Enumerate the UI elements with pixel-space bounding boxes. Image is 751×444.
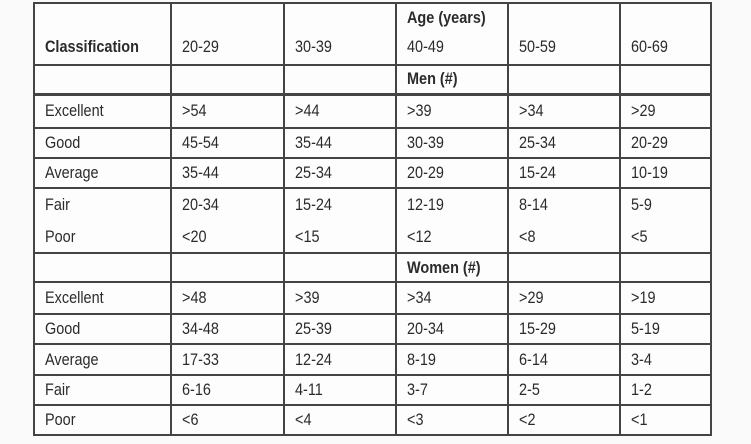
value-cell: 35-44: [283, 127, 397, 159]
value-cell: 30-39: [395, 127, 509, 159]
value-cell: <1: [619, 404, 712, 436]
value-cell: <5: [619, 221, 712, 254]
empty-cell: [283, 64, 397, 95]
value-cell: >29: [619, 92, 712, 129]
table-row-men-fair: Fair 20-34 15-24 12-19 8-14 5-9: [33, 187, 712, 221]
table-header-row: Classification 20-29 30-39 Age (years) 4…: [33, 2, 712, 66]
value-cell: <8: [507, 221, 621, 254]
classification-cell: Poor: [33, 404, 172, 436]
table-row-women-fair: Fair 6-16 4-11 3-7 2-5 1-2: [33, 374, 712, 406]
table-row-men-excellent: Excellent >54 >44 >39 >34 >29: [33, 92, 712, 129]
women-section-row: Women (#): [33, 252, 712, 283]
value-cell: 2-5: [507, 374, 621, 406]
value-cell: 45-54: [170, 127, 285, 159]
value-cell: 25-34: [507, 127, 621, 159]
value-cell: >39: [395, 92, 509, 129]
value-cell: >34: [507, 92, 621, 129]
value-cell: 35-44: [170, 157, 285, 189]
value-cell: 3-4: [619, 343, 712, 376]
empty-cell: [33, 252, 172, 283]
empty-cell: [33, 64, 172, 95]
value-cell: 15-29: [507, 313, 621, 345]
value-cell: 15-24: [507, 157, 621, 189]
value-cell: 25-34: [283, 157, 397, 189]
classification-cell: Fair: [33, 187, 172, 221]
value-cell: >34: [395, 281, 509, 315]
value-cell: 20-34: [170, 187, 285, 221]
classification-cell: Excellent: [33, 281, 172, 315]
classification-cell: Average: [33, 343, 172, 376]
value-cell: 8-19: [395, 343, 509, 376]
value-cell: 5-19: [619, 313, 712, 345]
value-cell: 34-48: [170, 313, 285, 345]
value-cell: 8-14: [507, 187, 621, 221]
value-cell: 20-29: [395, 157, 509, 189]
value-cell: >54: [170, 92, 285, 129]
value-cell: 15-24: [283, 187, 397, 221]
empty-cell: [619, 252, 712, 283]
fitness-norms-table: Classification 20-29 30-39 Age (years) 4…: [33, 2, 712, 436]
value-cell: >39: [283, 281, 397, 315]
value-cell: <15: [283, 221, 397, 254]
value-cell: 20-34: [395, 313, 509, 345]
value-cell: 5-9: [619, 187, 712, 221]
empty-cell: [283, 252, 397, 283]
value-cell: <2: [507, 404, 621, 436]
value-cell: 20-29: [619, 127, 712, 159]
classification-cell: Good: [33, 313, 172, 345]
value-cell: 1-2: [619, 374, 712, 406]
value-cell: 25-39: [283, 313, 397, 345]
table-row-women-poor: Poor <6 <4 <3 <2 <1: [33, 404, 712, 436]
value-cell: <12: [395, 221, 509, 254]
value-cell: <6: [170, 404, 285, 436]
men-section-row: Men (#): [33, 64, 712, 95]
value-cell: >48: [170, 281, 285, 315]
header-cell-age-30-39: 30-39: [283, 2, 397, 66]
value-cell: <20: [170, 221, 285, 254]
table-row-women-average: Average 17-33 12-24 8-19 6-14 3-4: [33, 343, 712, 376]
empty-cell: [170, 252, 285, 283]
header-cell-classification: Classification: [33, 2, 172, 66]
empty-cell: [507, 252, 621, 283]
value-cell: 6-16: [170, 374, 285, 406]
age-years-label: Age (years): [407, 8, 486, 27]
value-cell: 4-11: [283, 374, 397, 406]
header-age-40-49: 40-49: [407, 37, 444, 56]
classification-cell: Average: [33, 157, 172, 189]
value-cell: 17-33: [170, 343, 285, 376]
table-row-men-good: Good 45-54 35-44 30-39 25-34 20-29: [33, 127, 712, 159]
value-cell: >19: [619, 281, 712, 315]
value-cell: >29: [507, 281, 621, 315]
classification-cell: Excellent: [33, 92, 172, 129]
women-section-label-cell: Women (#): [395, 252, 509, 283]
value-cell: 12-19: [395, 187, 509, 221]
classification-cell: Good: [33, 127, 172, 159]
value-cell: >44: [283, 92, 397, 129]
empty-cell: [507, 64, 621, 95]
table-row-women-excellent: Excellent >48 >39 >34 >29 >19: [33, 281, 712, 315]
table-row-women-good: Good 34-48 25-39 20-34 15-29 5-19: [33, 313, 712, 345]
value-cell: 6-14: [507, 343, 621, 376]
value-cell: 10-19: [619, 157, 712, 189]
header-cell-age-60-69: 60-69: [619, 2, 712, 66]
table-row-men-average: Average 35-44 25-34 20-29 15-24 10-19: [33, 157, 712, 189]
table-row-men-poor: Poor <20 <15 <12 <8 <5: [33, 221, 712, 254]
empty-cell: [170, 64, 285, 95]
header-cell-age-50-59: 50-59: [507, 2, 621, 66]
classification-cell: Fair: [33, 374, 172, 406]
value-cell: 12-24: [283, 343, 397, 376]
empty-cell: [619, 64, 712, 95]
value-cell: <3: [395, 404, 509, 436]
value-cell: <4: [283, 404, 397, 436]
value-cell: 3-7: [395, 374, 509, 406]
header-cell-age-20-29: 20-29: [170, 2, 285, 66]
men-section-label-cell: Men (#): [395, 64, 509, 95]
header-cell-age-years: Age (years) 40-49: [395, 2, 509, 66]
classification-cell: Poor: [33, 221, 172, 254]
